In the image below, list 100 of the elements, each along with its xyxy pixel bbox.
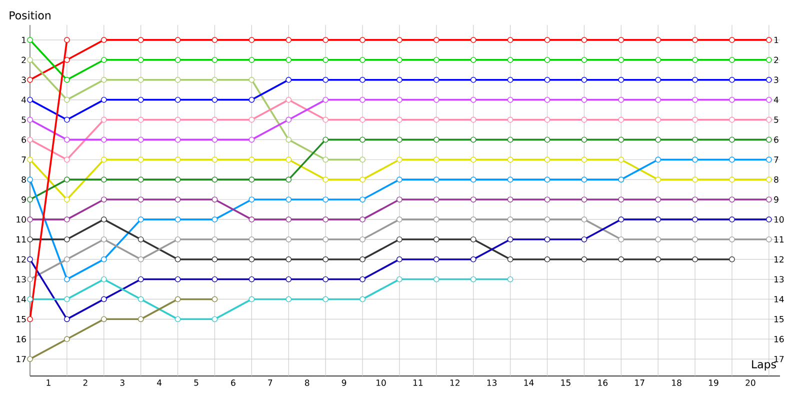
point	[248, 236, 255, 242]
point	[655, 156, 662, 163]
point	[286, 296, 292, 302]
point	[507, 216, 514, 222]
point	[322, 216, 329, 222]
point	[544, 176, 550, 182]
point	[655, 56, 662, 63]
y-tick-label: 6	[22, 136, 26, 143]
point	[729, 236, 735, 242]
y-tick-label: 2	[22, 56, 26, 64]
point	[360, 236, 366, 242]
point	[766, 76, 772, 83]
point	[507, 256, 514, 262]
point	[433, 116, 440, 123]
x-tick-label: 20	[746, 380, 756, 386]
point	[729, 216, 735, 222]
point	[360, 196, 366, 202]
point	[322, 196, 329, 202]
point	[174, 76, 181, 83]
point	[174, 296, 181, 302]
point	[396, 156, 402, 163]
point	[433, 76, 440, 83]
x-tick-label: 13	[487, 380, 497, 386]
point	[212, 236, 218, 242]
point	[286, 136, 292, 143]
point	[729, 256, 735, 262]
point	[544, 37, 550, 43]
point	[581, 256, 588, 262]
point	[27, 176, 33, 182]
point	[64, 96, 70, 103]
point	[27, 316, 33, 322]
point	[692, 96, 698, 103]
point	[655, 236, 662, 242]
point	[64, 236, 70, 242]
point	[286, 156, 292, 163]
point	[138, 256, 144, 262]
point	[27, 296, 33, 302]
point	[655, 216, 662, 222]
point	[396, 236, 402, 242]
point	[248, 196, 255, 202]
point	[248, 276, 255, 282]
point	[544, 236, 550, 242]
point	[470, 37, 476, 43]
y2-tick-label: 17	[774, 356, 784, 362]
point	[64, 276, 70, 282]
point	[286, 216, 292, 222]
x-tick-label: 3	[120, 380, 124, 386]
point	[766, 96, 772, 103]
point	[27, 76, 33, 83]
x-tick-label: 11	[413, 380, 423, 386]
point	[212, 37, 218, 43]
point	[766, 37, 772, 43]
point	[322, 136, 329, 143]
point	[655, 196, 662, 202]
point	[64, 156, 70, 163]
point	[655, 76, 662, 83]
point	[322, 176, 329, 182]
point	[729, 37, 735, 43]
point	[248, 76, 255, 83]
point	[174, 316, 181, 322]
point	[212, 276, 218, 282]
point	[100, 176, 107, 182]
x-tick-label: 17	[635, 380, 644, 386]
point	[729, 176, 735, 182]
point	[396, 256, 402, 262]
y-tick-label: 17	[16, 356, 26, 362]
point	[360, 76, 366, 83]
point	[470, 136, 476, 143]
point	[692, 176, 698, 182]
point	[100, 56, 107, 63]
point	[64, 196, 70, 202]
point	[212, 196, 218, 202]
x-tick-label: 18	[672, 380, 682, 386]
point	[138, 37, 144, 43]
point	[470, 96, 476, 103]
point	[729, 156, 735, 163]
y2-tick-label: 7	[774, 156, 778, 163]
point	[27, 56, 33, 63]
x-axis-title: Laps	[752, 360, 776, 370]
point	[138, 216, 144, 222]
point	[27, 256, 33, 262]
point	[655, 176, 662, 182]
point	[618, 196, 624, 202]
point	[174, 116, 181, 123]
point	[64, 216, 70, 222]
point	[766, 116, 772, 123]
x-tick-label: 9	[342, 380, 346, 386]
point	[100, 276, 107, 282]
point	[581, 196, 588, 202]
y2-tick-label: 16	[774, 336, 784, 342]
point	[212, 136, 218, 143]
y2-tick-label: 2	[774, 56, 778, 64]
point	[100, 76, 107, 83]
point	[766, 136, 772, 143]
point	[174, 156, 181, 163]
point	[581, 236, 588, 242]
x-tick-label: 5	[194, 380, 198, 386]
x-tick-label: 15	[561, 380, 570, 386]
point	[360, 176, 366, 182]
point	[766, 196, 772, 202]
